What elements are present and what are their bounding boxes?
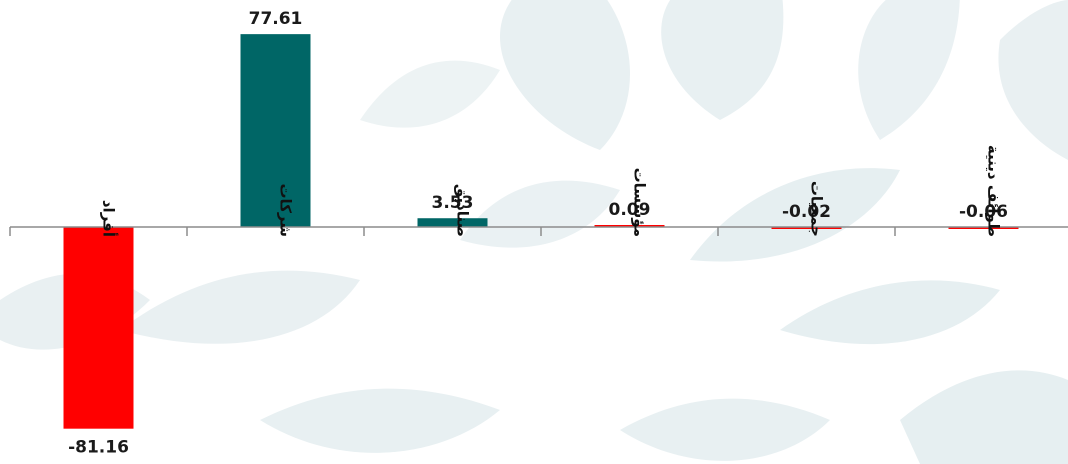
category-label-1: شركات <box>277 183 295 237</box>
category-label-3: مؤسسات <box>631 168 649 237</box>
value-label-1: 77.61 <box>249 9 303 29</box>
value-label-4: -0.02 <box>782 202 831 222</box>
bar-5 <box>948 227 1019 229</box>
value-label-2: 3.53 <box>432 193 474 213</box>
category-label-5: طوائف دينية <box>985 145 1003 237</box>
bar-0 <box>63 227 134 429</box>
category-label-0: أفراد <box>100 200 119 237</box>
category-label-4: جمعيات <box>808 181 826 237</box>
bar-1 <box>240 34 311 228</box>
bar-3 <box>594 225 665 227</box>
bar-2 <box>417 218 488 227</box>
value-label-5: -0.06 <box>959 202 1008 222</box>
value-label-0: -81.16 <box>68 438 129 458</box>
value-label-3: 0.09 <box>609 200 651 220</box>
category-label-2: صناديق <box>454 184 472 237</box>
bar-4 <box>771 227 842 229</box>
